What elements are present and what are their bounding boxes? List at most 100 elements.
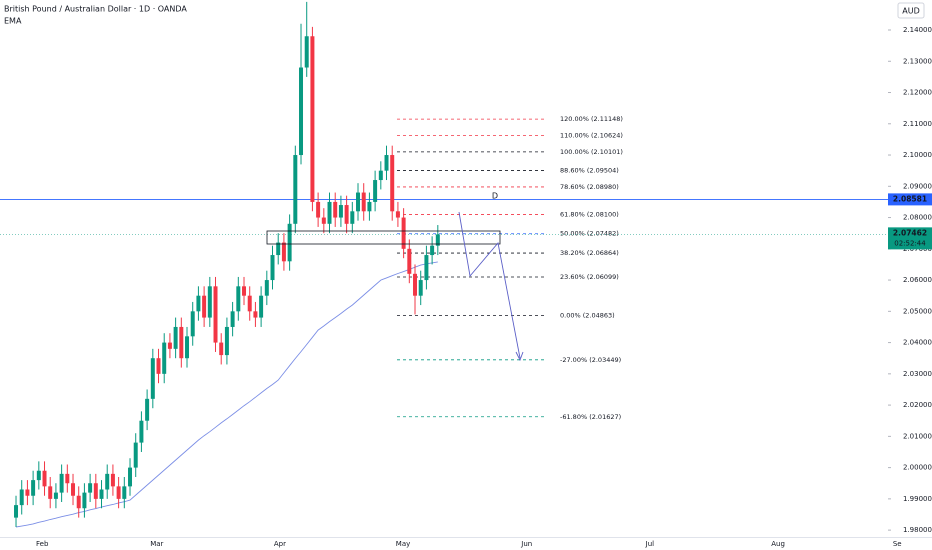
fib-label: 120.00% (2.11148)	[560, 115, 623, 123]
fib-label: 38.20% (2.06864)	[560, 249, 619, 257]
fib-label: -27.00% (2.03449)	[560, 356, 621, 364]
fib-label: 50.00% (2.07482)	[560, 230, 619, 238]
candle-body	[333, 201, 338, 218]
fib-label: -61.80% (2.01627)	[560, 413, 621, 421]
candle-body	[407, 248, 412, 274]
countdown: 02:52:44	[894, 239, 926, 247]
candle-body	[14, 505, 19, 518]
candle-body	[76, 495, 81, 509]
projection-path	[458, 211, 521, 359]
candle-body	[145, 398, 150, 421]
annotation: D	[492, 192, 498, 201]
candle-body	[236, 286, 241, 312]
y-tick-label: 2.14000	[903, 26, 932, 34]
y-tick-label: 2.06000	[903, 276, 932, 284]
candle-body	[304, 36, 309, 68]
level-price-label: 2.08581	[893, 194, 927, 203]
y-tick-label: 2.10000	[903, 151, 932, 159]
candle-body	[93, 483, 98, 499]
y-tick-label: 1.99000	[903, 495, 932, 503]
fib-label: 110.00% (2.10624)	[560, 132, 623, 140]
candle-body	[42, 470, 47, 487]
candle-body	[173, 326, 178, 349]
candle-body	[185, 336, 190, 359]
candle-body	[316, 201, 321, 218]
fib-label: 23.60% (2.06099)	[560, 273, 619, 281]
y-tick-label: 2.05000	[903, 307, 932, 315]
currency-box	[897, 2, 925, 19]
projection-arrow	[515, 351, 524, 362]
candle-body	[150, 358, 155, 399]
fib-label: 0.00% (2.04863)	[560, 312, 615, 320]
y-tick-label: 2.08000	[903, 214, 932, 222]
candle-body	[367, 201, 372, 212]
candle-body	[99, 489, 104, 499]
candle-body	[350, 211, 355, 224]
candle-body	[361, 192, 366, 212]
candle-body	[327, 201, 332, 224]
candle-body	[424, 255, 429, 281]
y-tick-label: 1.98000	[903, 526, 932, 534]
candle-body	[105, 473, 110, 490]
x-tick-label: May	[396, 540, 410, 548]
candle-body	[270, 255, 275, 281]
candle-body	[435, 234, 440, 246]
y-tick-label: 2.09000	[903, 182, 932, 190]
candle-body	[299, 67, 304, 156]
zone-box	[266, 230, 501, 245]
candle-body	[384, 155, 389, 171]
candle-body	[19, 489, 24, 506]
candle-body	[224, 326, 229, 356]
last-price-label: 2.07462	[893, 228, 927, 237]
x-tick-label: Aug	[771, 540, 785, 548]
candle-body	[401, 217, 406, 249]
candle-body	[287, 223, 292, 262]
candle-body	[167, 342, 172, 349]
candle-body	[116, 486, 121, 499]
candle-body	[264, 280, 269, 296]
candle-body	[156, 358, 161, 374]
candle-body	[230, 311, 235, 327]
fib-label: 78.60% (2.08980)	[560, 183, 619, 191]
candle-body	[139, 420, 144, 443]
candle-body	[247, 295, 252, 312]
candle-body	[293, 155, 298, 224]
candle-body	[242, 286, 247, 296]
fib-label: 61.80% (2.08100)	[560, 210, 619, 218]
candle-body	[213, 286, 218, 343]
plot-area: 120.00% (2.11148) 110.00% (2.10624) 100.00…	[0, 1, 898, 528]
candle-body	[207, 286, 212, 318]
candle-body	[133, 442, 138, 468]
candle-body	[321, 217, 326, 224]
candle-body	[53, 492, 58, 499]
candle-body	[179, 326, 184, 359]
candle-body	[430, 245, 435, 256]
y-tick-label: 2.02000	[903, 401, 932, 409]
x-tick-label: Apr	[274, 540, 286, 548]
candle-body	[356, 192, 361, 212]
indicator-label: EMA	[4, 17, 22, 26]
candle-body	[48, 486, 53, 499]
candle-body	[373, 180, 378, 202]
chart-title: British Pound / Australian Dollar · 1D ·…	[4, 5, 187, 14]
candle-body	[36, 470, 41, 481]
candle-body	[88, 483, 93, 493]
x-tick-label: Feb	[36, 540, 49, 548]
price-scale	[888, 0, 932, 550]
x-tick-label: Se	[893, 540, 902, 548]
y-tick-label: 2.12000	[903, 89, 932, 97]
candle-body	[418, 280, 423, 296]
fib-label: 100.00% (2.10101)	[560, 148, 623, 156]
candle-body	[259, 295, 264, 318]
candle-body	[276, 242, 281, 256]
candle-body	[344, 205, 349, 224]
candle-body	[378, 170, 383, 181]
candle-body	[122, 486, 127, 499]
candle-body	[413, 273, 418, 296]
candle-body	[31, 480, 36, 496]
fib-label: 88.60% (2.09504)	[560, 167, 619, 175]
y-tick-label: 2.13000	[903, 57, 932, 65]
candle-body	[338, 205, 343, 218]
ema-line	[15, 261, 438, 528]
